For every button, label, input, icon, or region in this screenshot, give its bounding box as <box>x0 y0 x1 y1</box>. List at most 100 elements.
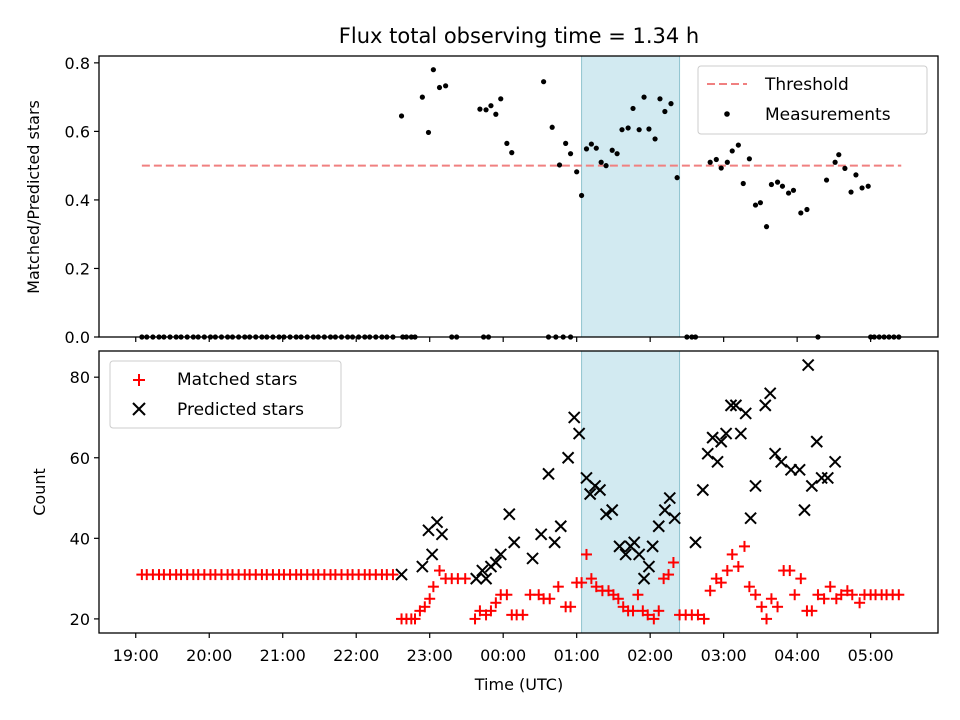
predicted-star-point <box>729 399 743 412</box>
measurement-point <box>436 84 443 91</box>
measurement-point <box>652 136 658 142</box>
predicted-star-point <box>416 560 429 573</box>
predicted-star-point <box>435 528 449 541</box>
predicted-star-point <box>470 572 483 585</box>
matched-star-point <box>576 577 588 589</box>
measurement-point <box>768 181 775 188</box>
predicted-star-point <box>526 552 539 565</box>
measurement-point <box>419 94 425 100</box>
ratio-panel: 0.00.20.40.60.8 Matched/Predicted stars … <box>24 54 939 347</box>
matched-star-point <box>387 569 399 581</box>
y-tick-label: 0.8 <box>65 54 90 73</box>
measurement-point <box>713 156 719 163</box>
predicted-star-point <box>734 427 748 440</box>
matched-star-point <box>490 597 502 609</box>
predicted-star-point <box>724 399 738 412</box>
predicted-star-point <box>744 511 757 525</box>
predicted-star-point <box>768 447 782 460</box>
matched-star-point <box>419 601 431 613</box>
ratio-legend-box <box>697 65 928 135</box>
ratio-panel-frame <box>98 55 939 338</box>
matched-star-point <box>772 601 784 613</box>
matched-star-point <box>812 589 824 601</box>
predicted-star-point <box>494 548 507 561</box>
measurement-point <box>593 145 599 151</box>
x-tick-label: 04:00 <box>774 646 820 665</box>
observing-window-band-top <box>581 55 681 338</box>
predicted-star-point <box>821 471 834 485</box>
measurement-point <box>718 165 724 171</box>
measurement-point <box>578 192 585 199</box>
matched-star-point <box>409 613 421 625</box>
predicted-star-point <box>759 399 772 412</box>
matched-star-point <box>692 609 704 621</box>
measurement-point <box>563 140 569 146</box>
matched-star-point <box>795 573 807 585</box>
matched-star-point <box>743 581 755 593</box>
measurement-point <box>798 210 804 216</box>
matched-star-point <box>642 609 654 621</box>
predicted-star-point <box>668 511 681 525</box>
predicted-star-point <box>534 528 548 541</box>
matched-star-point <box>732 561 744 573</box>
predicted-legend-label: Predicted stars <box>177 400 304 420</box>
measurement-point <box>430 67 436 73</box>
predicted-star-point <box>749 479 762 493</box>
matched-legend-swatch <box>133 374 145 386</box>
y-tick-label: 20 <box>70 610 90 629</box>
count-panel-marks <box>136 358 905 625</box>
time-x-axis: 19:00 20:00 21:00 22:00 23:00 00:00 01:00 02:00… <box>113 633 894 665</box>
measurement-point <box>836 152 842 158</box>
matched-star-point <box>627 605 639 617</box>
measurement-point <box>707 159 713 165</box>
measurements-legend-label: Measurements <box>765 105 891 125</box>
matched-star-point <box>648 613 660 625</box>
matched-star-point <box>789 589 801 601</box>
measurement-point <box>752 202 759 208</box>
matched-star-point <box>835 589 847 601</box>
predicted-star-point <box>479 572 493 585</box>
measurement-point <box>488 103 494 109</box>
matched-star-point <box>824 581 836 593</box>
predicted-star-point <box>561 451 575 464</box>
matched-star-point <box>667 557 679 568</box>
predicted-star-point <box>548 536 561 549</box>
predicted-star-point <box>642 560 656 573</box>
matched-star-point <box>854 597 866 609</box>
y-tick-label: 60 <box>70 449 90 468</box>
x-tick-label: 21:00 <box>260 646 306 665</box>
measurement-point <box>498 96 504 102</box>
predicted-star-point <box>568 411 581 424</box>
matched-star-point <box>501 589 513 601</box>
predicted-star-point <box>701 447 714 460</box>
predicted-star-point <box>430 516 444 529</box>
predicted-star-point <box>554 520 567 533</box>
predicted-star-point <box>503 507 516 521</box>
measurement-point <box>425 129 432 136</box>
measurement-point <box>724 159 730 165</box>
measurement-point <box>619 127 625 133</box>
ratio-y-axis-label: Matched/Predicted stars <box>24 100 43 294</box>
predicted-star-point <box>395 568 408 581</box>
ratio-legend: Threshold Measurements <box>697 65 928 135</box>
measurement-point <box>790 187 797 193</box>
matched-star-point <box>544 593 556 605</box>
predicted-star-point <box>739 407 752 420</box>
measurement-point <box>774 179 781 185</box>
matched-star-point <box>756 601 768 613</box>
measurement-point <box>477 106 483 112</box>
predicted-star-point <box>805 479 819 493</box>
measurement-point <box>746 156 752 162</box>
matched-star-point <box>459 573 471 585</box>
measurement-point <box>763 224 770 230</box>
x-tick-label: 19:00 <box>113 646 159 665</box>
measurement-point <box>567 151 574 157</box>
matched-star-point <box>818 593 830 605</box>
predicted-star-point <box>775 455 788 468</box>
matched-star-point <box>721 565 733 577</box>
measurement-point <box>853 172 859 178</box>
measurement-point <box>574 169 580 175</box>
predicted-star-point <box>810 435 823 448</box>
matched-star-point <box>517 609 529 621</box>
predicted-star-point <box>599 507 613 521</box>
